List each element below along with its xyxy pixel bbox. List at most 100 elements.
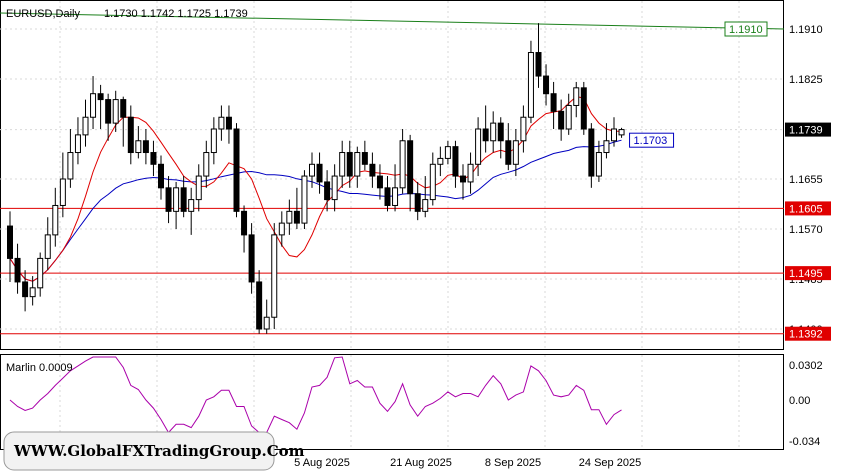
- price-tick-label: 1.1910: [789, 24, 823, 36]
- date-tick-label: 24 Sep 2025: [579, 457, 641, 469]
- candle-bull: [52, 204, 59, 236]
- watermark-badge: [3, 431, 275, 471]
- candle-bull: [203, 152, 210, 177]
- candle-bear: [497, 122, 504, 142]
- candle-bear: [120, 99, 127, 118]
- candle-bear: [127, 116, 134, 154]
- chart-header-ohlc: 1.1730 1.1742 1.1725 1.1739: [104, 8, 248, 20]
- candle-bear: [414, 193, 421, 212]
- candle-bull: [520, 116, 527, 142]
- candle-bear: [505, 140, 512, 165]
- price-tick-label: 1.1655: [789, 174, 823, 186]
- candle-bear: [7, 225, 13, 259]
- candle-bear: [580, 87, 587, 130]
- price-axis: 1.19101.18251.16551.15701.14851.14001.16…: [785, 24, 831, 341]
- indicator-tick-zero: 0.00: [789, 395, 810, 407]
- candle-bull: [218, 116, 225, 130]
- candle-bear: [324, 181, 331, 201]
- ma-blue-value-label: 1.1703: [634, 135, 668, 147]
- ma-blue-line: [9, 139, 622, 282]
- candle-bear: [543, 75, 550, 95]
- price-tick-label: 1.1570: [789, 224, 823, 236]
- candle-bull: [611, 128, 617, 142]
- candle-bear: [482, 128, 489, 142]
- candle-bull: [437, 157, 444, 165]
- candle-bear: [346, 152, 353, 177]
- date-axis: 5 Aug 2025 21 Aug 2025 8 Sep 2025 24 Sep 20…: [294, 457, 641, 469]
- level-price-box: [785, 266, 831, 281]
- candle-bear: [97, 93, 104, 101]
- marlin-line: [9, 356, 622, 434]
- candle-bull: [618, 129, 625, 136]
- candle-bull: [573, 87, 580, 106]
- candle-bull: [527, 52, 534, 118]
- price-tick-label: 1.1825: [789, 74, 823, 86]
- candle-bear: [180, 187, 187, 212]
- candle-bear: [460, 175, 466, 183]
- chart-header-symbol: EURUSD,Daily: [6, 8, 80, 20]
- ma-blue-value-box: [629, 132, 675, 148]
- candle-bear: [316, 163, 323, 183]
- candle-bull: [112, 99, 119, 124]
- candle-bear: [361, 152, 368, 165]
- indicator-tick-bottom: -0.034: [789, 436, 820, 448]
- candle-bear: [150, 152, 157, 165]
- indicator-label: Marlin 0.0009: [6, 362, 73, 374]
- candle-bear: [384, 187, 391, 206]
- candle-bear: [233, 128, 240, 212]
- candle-bear: [22, 281, 29, 298]
- candle-bull: [195, 175, 202, 201]
- candle-bull: [429, 163, 436, 201]
- candle-bull: [135, 140, 142, 154]
- candle-bear: [142, 140, 149, 154]
- level-price-label: 1.1495: [789, 268, 823, 280]
- level-price-label: 1.1605: [789, 203, 823, 215]
- candle-bear: [241, 210, 248, 236]
- candle-bull: [354, 152, 361, 177]
- candle-bear: [369, 163, 376, 177]
- candle-bull: [263, 316, 270, 330]
- candle-bear: [293, 210, 300, 224]
- candle-bull: [44, 234, 51, 259]
- indicator-line: [9, 356, 622, 434]
- candle-bear: [558, 110, 565, 130]
- ma-red-line: [9, 96, 622, 282]
- candle-bear: [535, 52, 542, 77]
- candle-bull: [422, 199, 429, 212]
- level-lines: 1.1910: [0, 12, 785, 335]
- candle-bear: [588, 128, 595, 177]
- candle-bull: [286, 210, 293, 224]
- date-tick-label: 21 Aug 2025: [390, 457, 452, 469]
- candle-bull: [29, 287, 36, 298]
- candle-bull: [595, 152, 602, 177]
- candle-bull: [603, 140, 610, 154]
- candle-bull: [490, 122, 497, 142]
- candle-bull: [331, 175, 338, 201]
- candle-bull: [210, 128, 217, 154]
- candle-bear: [14, 257, 21, 283]
- moving-averages: 1.1703: [9, 96, 675, 282]
- candle-bear: [376, 175, 383, 189]
- candle-bull: [339, 152, 346, 177]
- candle-bull: [173, 187, 180, 212]
- candle-bull: [278, 222, 285, 236]
- candle-bull: [37, 257, 44, 289]
- candle-bear: [158, 163, 164, 189]
- candle-bear: [248, 234, 255, 283]
- indicator-tick-top: 0.0302: [789, 360, 823, 372]
- candle-bull: [59, 178, 66, 206]
- candle-bear: [105, 99, 112, 124]
- level-price-box: [785, 326, 831, 341]
- date-tick-label: 8 Sep 2025: [485, 457, 541, 469]
- current-price-box: [785, 122, 831, 137]
- candle-bull: [90, 93, 97, 118]
- candle-bull: [512, 140, 519, 165]
- candle-bull: [82, 116, 89, 136]
- date-tick-label: 5 Aug 2025: [294, 457, 350, 469]
- candle-bull: [392, 187, 399, 206]
- candle-bear: [550, 93, 557, 112]
- candle-bear: [256, 281, 263, 330]
- candle-bull: [444, 146, 451, 159]
- candle-bull: [74, 134, 81, 154]
